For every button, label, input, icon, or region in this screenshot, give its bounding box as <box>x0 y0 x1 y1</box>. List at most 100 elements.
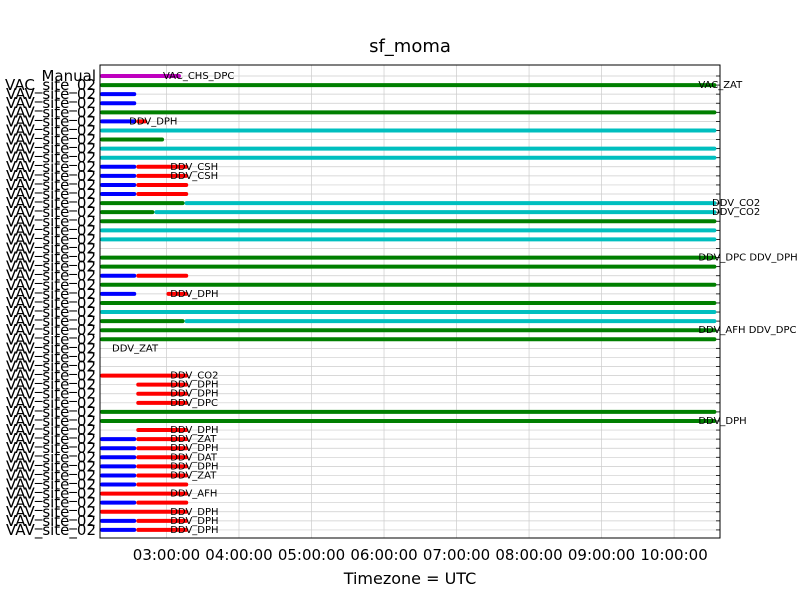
annotation-label: DDV_DAT <box>170 452 218 463</box>
annotation-label: DDV_ZAT <box>170 434 217 445</box>
chart-title: sf_moma <box>369 36 451 57</box>
y-tick-label: VAV_site_02 <box>6 466 96 485</box>
bar-segment <box>184 319 717 324</box>
bar-segment <box>166 291 189 296</box>
annotation-label: DDV_AFH <box>170 489 217 500</box>
bar-segment <box>100 518 137 523</box>
y-tick-label: VAV_site_02 <box>6 258 96 277</box>
bar-segment <box>100 373 189 378</box>
y-tick-label: VAV_site_02 <box>6 503 96 522</box>
bar-segment <box>100 491 189 496</box>
bar-segment <box>184 201 717 206</box>
bar-segment <box>136 518 189 523</box>
bar-segment <box>136 482 189 487</box>
annotation-label: DDV_DPH <box>170 516 218 527</box>
bar-segment <box>100 110 717 115</box>
bar-segment <box>100 182 137 187</box>
bar-segment <box>100 228 717 233</box>
y-tick-label: VAV_site_02 <box>6 457 96 476</box>
bar-segment <box>136 164 189 169</box>
y-tick-labels: ManualVAC_site_02VAV_site_02VAV_site_02V… <box>5 67 96 540</box>
annotation-label: DDV_DPH <box>170 461 218 472</box>
annotation-label: DDV_DPH <box>129 116 177 127</box>
bar-segment <box>100 300 717 305</box>
annotation-label: DDV_ZAT <box>170 470 217 481</box>
y-tick-label: VAV_site_02 <box>6 303 96 322</box>
bar-segment <box>100 155 717 160</box>
annotation-label: DDV_ZAT <box>112 343 159 354</box>
bar-segment <box>100 201 185 206</box>
annotation-label: VAC_CHS_DPC <box>163 71 234 82</box>
y-tick-label: VAV_site_02 <box>6 330 96 349</box>
y-tick-label: VAC_site_02 <box>5 76 96 95</box>
y-tick-label: VAV_site_02 <box>6 358 96 377</box>
annotation-label: VAC_ZAT <box>698 80 743 91</box>
bar-segment <box>100 264 717 269</box>
x-tick-label: 10:00:00 <box>640 546 707 564</box>
y-tick-label: VAV_site_02 <box>6 385 96 404</box>
bar-segment <box>136 527 189 532</box>
bar-segment <box>100 500 137 505</box>
y-tick-label: VAV_site_02 <box>6 239 96 258</box>
bar-segment <box>100 337 717 342</box>
bar-segment <box>154 210 717 215</box>
bar-segment <box>136 455 189 460</box>
bar-segment <box>100 146 717 151</box>
bar-segment <box>100 437 137 442</box>
y-tick-label: VAV_site_02 <box>6 276 96 295</box>
y-tick-label: VAV_site_02 <box>6 267 96 286</box>
x-tick-label: 05:00:00 <box>278 546 345 564</box>
bar-segment <box>100 328 717 333</box>
bar-segment <box>100 255 717 260</box>
y-tick-label: VAV_site_02 <box>6 194 96 213</box>
bar-segment <box>136 391 189 396</box>
x-tick-label: 08:00:00 <box>495 546 562 564</box>
bar-segment <box>100 83 717 88</box>
bar-segment <box>100 119 137 124</box>
bar-segment <box>100 74 181 78</box>
y-tick-label: VAV_site_02 <box>6 158 96 177</box>
y-tick-label: VAV_site_02 <box>6 131 96 150</box>
y-tick-label: VAV_site_02 <box>6 103 96 122</box>
bar-segment <box>136 382 189 387</box>
annotation-label: DDV_DPH <box>170 389 218 400</box>
y-tick-label: VAV_site_02 <box>6 512 96 531</box>
bar-segment <box>136 464 189 469</box>
y-tick-label: VAV_site_02 <box>6 312 96 331</box>
bar-segment <box>136 428 189 433</box>
bar-segment <box>100 219 717 224</box>
y-tick-label: VAV_site_02 <box>6 203 96 222</box>
bar-segment <box>100 210 155 215</box>
bar-segment <box>100 282 717 287</box>
y-tick-label: VAV_site_02 <box>6 485 96 504</box>
y-tick-label: VAV_site_02 <box>6 476 96 495</box>
x-tick-label: 06:00:00 <box>350 546 417 564</box>
x-axis-label: Timezone = UTC <box>343 569 477 588</box>
bar-segment <box>100 101 137 106</box>
bar-segment <box>100 446 137 451</box>
annotation-label: DDV_DPH <box>170 380 218 391</box>
bar-segment <box>136 273 189 278</box>
annotation-label: DDV_CO2 <box>712 207 760 218</box>
y-tick-label: VAV_site_02 <box>6 294 96 313</box>
y-tick-label: VAV_site_02 <box>6 121 96 140</box>
y-tick-label: VAV_site_02 <box>6 212 96 231</box>
y-tick-label: VAV_site_02 <box>6 339 96 358</box>
annotation-label: DDV_DPC DDV_DPH <box>698 253 797 264</box>
annotation-label: DDV_DPH <box>170 425 218 436</box>
bar-segment <box>100 128 717 133</box>
bar-segment <box>100 291 137 296</box>
y-tick-label: VAV_site_02 <box>6 112 96 131</box>
bar-segment <box>136 446 189 451</box>
y-tick-label: VAV_site_02 <box>6 167 96 186</box>
y-tick-label: VAV_site_02 <box>6 376 96 395</box>
annotation-label: DDV_DPH <box>170 525 218 536</box>
bars-layer <box>100 74 717 532</box>
y-tick-label: VAV_site_02 <box>6 439 96 458</box>
bar-segment <box>136 192 189 197</box>
y-tick-label: VAV_site_02 <box>6 367 96 386</box>
y-tick-label: VAV_site_02 <box>6 249 96 268</box>
annotation-label: DDV_DPH <box>170 443 218 454</box>
